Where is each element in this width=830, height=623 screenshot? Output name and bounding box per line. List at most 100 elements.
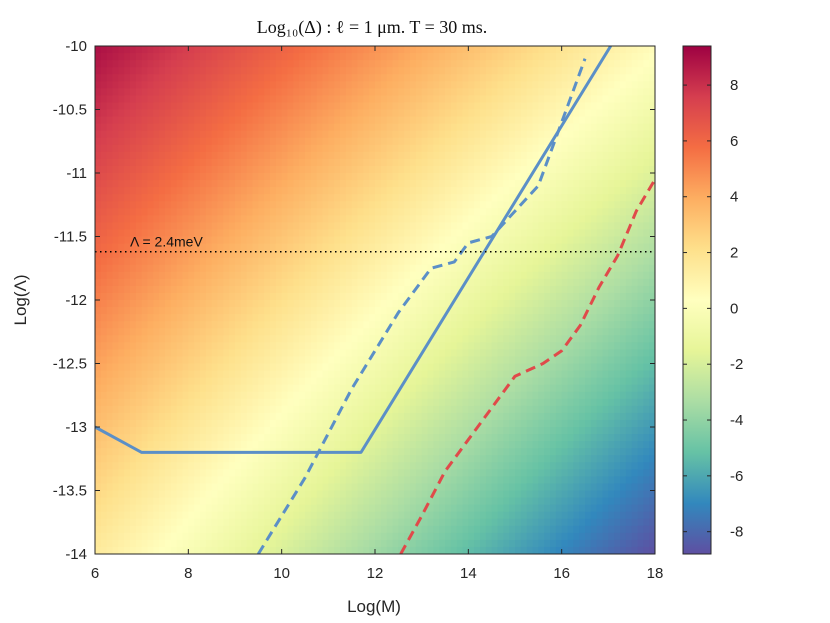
heatmap-cell bbox=[363, 208, 370, 216]
heatmap-cell bbox=[153, 483, 160, 492]
heatmap-cell bbox=[252, 194, 259, 202]
heatmap-cell bbox=[100, 67, 108, 75]
heatmap-cell bbox=[491, 307, 499, 315]
heatmap-cell bbox=[421, 419, 429, 428]
heatmap-cell bbox=[252, 434, 259, 442]
heatmap-cell bbox=[375, 102, 382, 111]
heatmap-cell bbox=[223, 419, 230, 428]
heatmap-cell bbox=[456, 116, 464, 125]
heatmap-cell bbox=[369, 455, 376, 463]
heatmap-cell bbox=[305, 278, 312, 287]
heatmap-cell bbox=[357, 158, 364, 167]
heatmap-cell bbox=[246, 314, 254, 322]
heatmap-cell bbox=[334, 88, 341, 96]
heatmap-cell bbox=[135, 173, 143, 181]
heatmap-cell bbox=[170, 102, 178, 111]
heatmap-cell bbox=[380, 285, 388, 294]
heatmap-cell bbox=[176, 158, 184, 167]
heatmap-cell bbox=[182, 60, 189, 68]
heatmap-cell bbox=[200, 497, 207, 506]
heatmap-cell bbox=[433, 307, 440, 315]
heatmap-cell bbox=[351, 391, 359, 400]
heatmap-cell bbox=[235, 130, 242, 139]
heatmap-cell bbox=[188, 130, 195, 139]
heatmap-cell bbox=[450, 102, 458, 111]
heatmap-cell bbox=[386, 335, 394, 343]
heatmap-cell bbox=[305, 497, 312, 506]
heatmap-cell bbox=[380, 546, 388, 554]
heatmap-cell bbox=[398, 222, 405, 231]
heatmap-cell bbox=[410, 469, 417, 477]
heatmap-cell bbox=[392, 511, 399, 520]
heatmap-cell bbox=[293, 194, 300, 202]
heatmap-cell bbox=[410, 490, 417, 499]
heatmap-cell bbox=[345, 525, 353, 534]
heatmap-cell bbox=[299, 419, 306, 428]
heatmap-cell bbox=[480, 264, 487, 273]
heatmap-cell bbox=[293, 109, 300, 118]
heatmap-cell bbox=[153, 215, 160, 223]
heatmap-cell bbox=[130, 151, 137, 160]
heatmap-cell bbox=[363, 455, 370, 463]
heatmap-cell bbox=[468, 173, 475, 181]
heatmap-cell bbox=[445, 525, 452, 534]
heatmap-cell bbox=[445, 384, 452, 393]
heatmap-cell bbox=[147, 349, 154, 358]
heatmap-cell bbox=[106, 427, 114, 435]
heatmap-cell bbox=[95, 222, 102, 231]
heatmap-cell bbox=[147, 427, 154, 435]
heatmap-cell bbox=[316, 123, 324, 132]
heatmap-cell bbox=[270, 137, 277, 146]
heatmap-cell bbox=[462, 165, 469, 174]
heatmap-cell bbox=[135, 137, 143, 146]
heatmap-cell bbox=[170, 187, 178, 195]
heatmap-cell bbox=[485, 116, 493, 125]
heatmap-cell bbox=[258, 377, 265, 386]
heatmap-cell bbox=[345, 300, 353, 308]
heatmap-cell bbox=[398, 476, 405, 485]
heatmap-cell bbox=[281, 158, 289, 167]
heatmap-cell bbox=[456, 370, 464, 379]
heatmap-cell bbox=[445, 173, 452, 181]
heatmap-cell bbox=[100, 187, 108, 195]
heatmap-cell bbox=[334, 130, 341, 139]
heatmap-cell bbox=[281, 236, 289, 245]
heatmap-cell bbox=[223, 95, 230, 104]
heatmap-cell bbox=[153, 53, 160, 61]
heatmap-cell bbox=[439, 130, 446, 139]
heatmap-cell bbox=[205, 441, 213, 449]
heatmap-cell bbox=[200, 130, 207, 139]
heatmap-cell bbox=[141, 81, 149, 89]
heatmap-cell bbox=[100, 165, 108, 174]
heatmap-cell bbox=[433, 116, 440, 125]
heatmap-cell bbox=[153, 130, 160, 139]
heatmap-cell bbox=[410, 130, 417, 139]
heatmap-cell bbox=[445, 116, 452, 125]
heatmap-cell bbox=[170, 144, 178, 153]
heatmap-cell bbox=[270, 278, 277, 287]
heatmap-cell bbox=[380, 151, 388, 160]
heatmap-cell bbox=[410, 412, 417, 421]
heatmap-cell bbox=[159, 180, 166, 188]
heatmap-cell bbox=[240, 342, 248, 350]
heatmap-cell bbox=[421, 201, 429, 209]
heatmap-cell bbox=[386, 243, 394, 252]
heatmap-cell bbox=[328, 144, 335, 153]
heatmap-cell bbox=[351, 469, 359, 477]
heatmap-cell bbox=[217, 215, 224, 223]
heatmap-cell bbox=[363, 250, 370, 259]
heatmap-cell bbox=[194, 546, 201, 554]
heatmap-cell bbox=[328, 151, 335, 160]
heatmap-cell bbox=[147, 116, 154, 125]
heatmap-cell bbox=[468, 427, 475, 435]
heatmap-cell bbox=[293, 307, 300, 315]
heatmap-cell bbox=[281, 116, 289, 125]
heatmap-cell bbox=[328, 60, 335, 68]
heatmap-cell bbox=[415, 257, 423, 266]
heatmap-cell bbox=[427, 391, 434, 400]
heatmap-cell bbox=[112, 412, 119, 421]
heatmap-cell bbox=[345, 165, 353, 174]
heatmap-cell bbox=[305, 335, 312, 343]
heatmap-cell bbox=[415, 180, 423, 188]
heatmap-cell bbox=[450, 504, 458, 513]
